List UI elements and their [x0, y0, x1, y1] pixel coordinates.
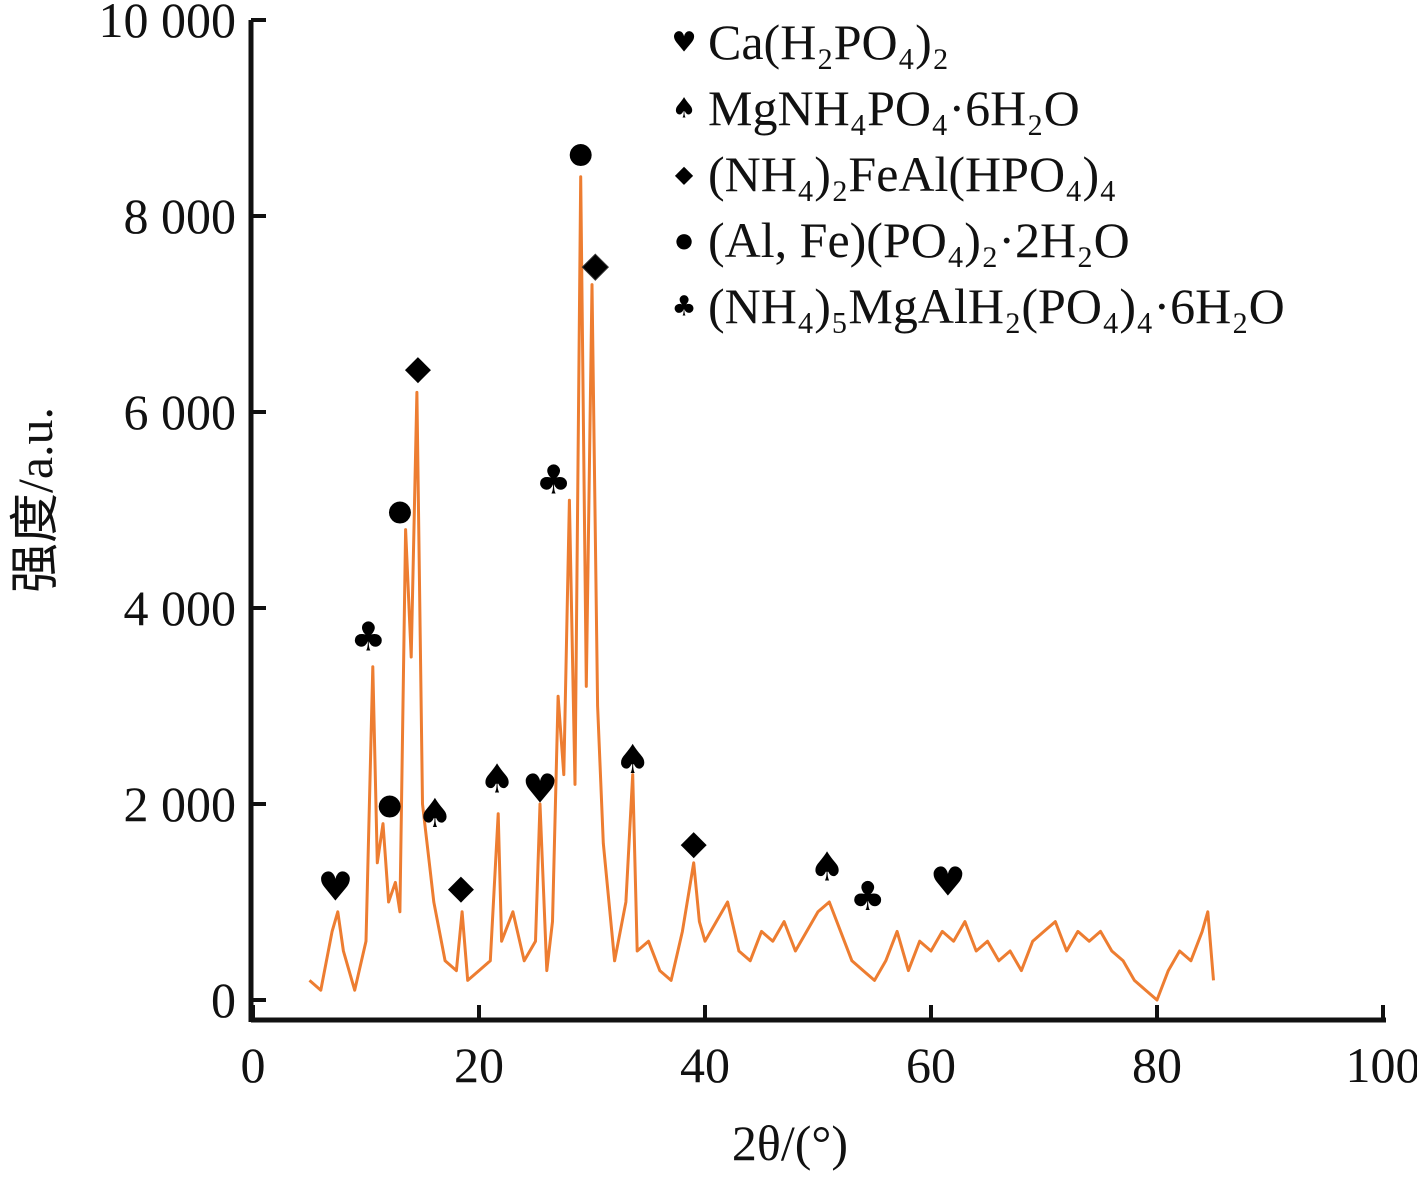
legend-label: MgNH₄PO₄·6H₂O [708, 80, 1080, 136]
x-tick-label: 60 [906, 1037, 956, 1093]
peak-marker-diamond: ◆ [582, 245, 609, 285]
legend-marker-heart: ♥ [671, 26, 696, 59]
y-tick-label: 6 000 [124, 384, 237, 440]
legend-marker-circle: ● [675, 228, 693, 252]
peak-marker-diamond: ◆ [405, 348, 432, 388]
x-tick-label: 20 [454, 1037, 504, 1093]
legend-label: (NH₄)₂FeAl(HPO₄)₄ [708, 146, 1117, 202]
legend-label: (Al, Fe)(PO₄)₂·2H₂O [708, 212, 1130, 268]
x-tick-label: 80 [1132, 1037, 1182, 1093]
peak-marker-diamond: ◆ [448, 867, 475, 907]
peak-marker-diamond: ◆ [681, 823, 708, 863]
x-tick-label: 100 [1346, 1037, 1417, 1093]
legend-marker-spade: ♠ [671, 92, 696, 125]
plot-line-layer [308, 175, 1215, 1002]
y-tick-label: 0 [211, 972, 236, 1028]
peak-marker-heart: ♥ [522, 766, 558, 812]
peak-marker-club: ♣ [350, 614, 386, 660]
y-tick-label: 4 000 [124, 580, 237, 636]
peak-marker-club: ♣ [850, 874, 886, 920]
axes [248, 20, 1386, 1023]
legend-marker-club: ♣ [671, 290, 696, 323]
peak-marker-circle: ● [568, 135, 593, 169]
series-line-0 [308, 175, 1215, 1002]
y-axis-title: 强度/a.u. [7, 407, 63, 593]
peak-marker-heart: ♥ [930, 859, 966, 905]
peak-marker-spade: ♠ [479, 757, 515, 803]
y-tick-label: 10 000 [99, 0, 237, 48]
peak-marker-spade: ♠ [417, 791, 453, 837]
legend-marker-diamond: ◆ [675, 160, 694, 188]
peak-marker-club: ♣ [536, 458, 572, 504]
x-tick-label: 0 [241, 1037, 266, 1093]
y-tick-label: 2 000 [124, 776, 237, 832]
legend-label: (NH₄)₅MgAlH₂(PO₄)₄·6H₂O [708, 278, 1285, 334]
peak-marker-spade: ♠ [615, 737, 651, 783]
peak-marker-spade: ♠ [809, 845, 845, 891]
peak-marker-circle: ● [377, 787, 402, 821]
peak-marker-heart: ♥ [318, 864, 354, 910]
legend-label: Ca(H₂PO₄)₂ [708, 14, 949, 70]
ticks: 0 20 40 60 80 100 0 2 000 4 000 6 000 8 000 10 000 [99, 0, 1417, 1093]
y-tick-label: 8 000 [124, 188, 237, 244]
peak-marker-circle: ● [387, 493, 412, 527]
x-tick-label: 40 [680, 1037, 730, 1093]
legend: ♥ Ca(H₂PO₄)₂ ♠ MgNH₄PO₄·6H₂O ◆ (NH₄)₂FeAl(HPO… [671, 14, 1284, 334]
x-axis-title: 2θ/(°) [732, 1115, 848, 1171]
peak-markers: ♥♣●●◆♠◆♠ ♥♣●◆♠◆♠♣ ♥ [318, 135, 966, 920]
